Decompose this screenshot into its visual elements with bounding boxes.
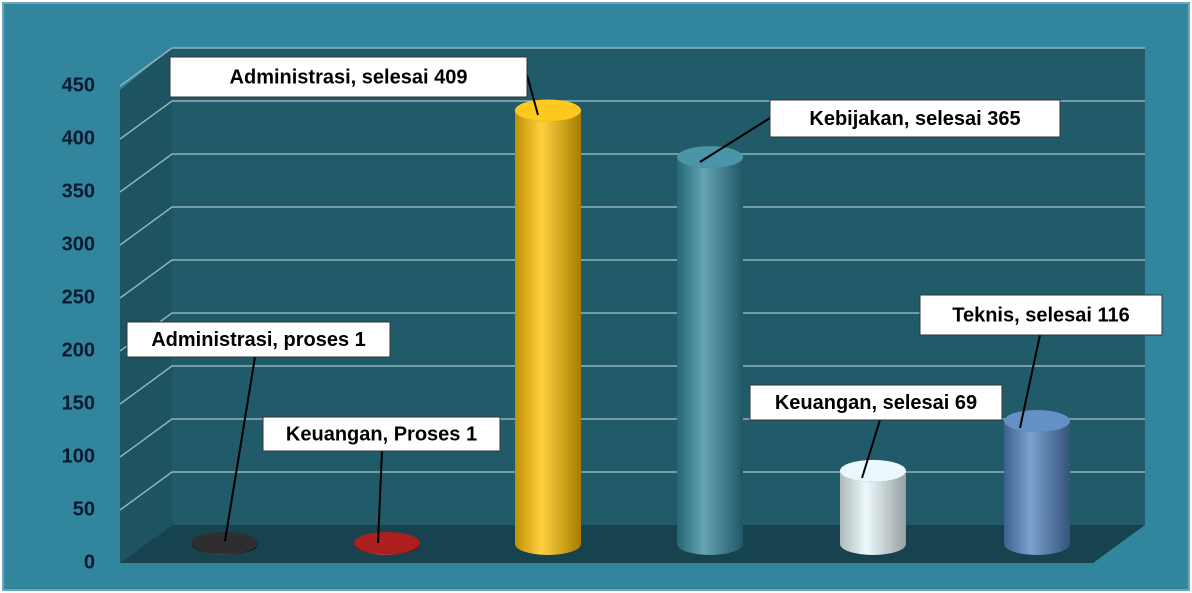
label-box xyxy=(749,384,1003,421)
cylinder-top xyxy=(1004,410,1070,433)
grid-line xyxy=(119,153,1145,193)
leader-line xyxy=(1019,334,1041,429)
labels: Administrasi, proses 1 Keuangan, Proses 1… xyxy=(126,56,1163,544)
data-label: Teknis, selesai 116 xyxy=(952,304,1130,326)
leader-line xyxy=(699,117,771,163)
data-label: Administrasi, proses 1 xyxy=(151,329,366,351)
data-label: Kebijakan, selesai 365 xyxy=(809,108,1020,130)
y-tick-label: 400 xyxy=(62,127,95,149)
y-tick-label: 150 xyxy=(62,392,95,414)
y-tick-label: 350 xyxy=(62,180,95,202)
y-tick-label: 250 xyxy=(62,286,95,308)
leader-line xyxy=(224,356,256,542)
y-tick-label: 200 xyxy=(62,339,95,361)
cylinder-top xyxy=(354,531,420,554)
y-tick-label: 100 xyxy=(62,445,95,467)
marks xyxy=(192,99,1070,556)
side-wall xyxy=(120,48,172,563)
y-tick-label: 0 xyxy=(84,551,95,573)
grid-line xyxy=(119,259,1145,299)
label-box xyxy=(769,99,1061,138)
grid: 0 50 100 150 200 250 300 350 400 450 xyxy=(62,47,1145,573)
data-label: Administrasi, selesai 409 xyxy=(230,66,468,88)
cylinder-top xyxy=(192,531,258,554)
cylinder xyxy=(677,157,743,555)
label-box xyxy=(262,416,501,452)
grid-line xyxy=(119,365,1145,405)
y-tick-label: 300 xyxy=(62,233,95,255)
cylinder-top xyxy=(677,146,743,169)
leader-line xyxy=(861,419,881,479)
data-label: Keuangan, selesai 69 xyxy=(775,392,977,414)
grid-line xyxy=(119,47,1145,87)
leader-line xyxy=(526,74,539,116)
y-tick-label: 450 xyxy=(62,74,95,96)
floor xyxy=(120,525,1145,563)
cylinder xyxy=(515,110,581,556)
label-box xyxy=(126,321,391,358)
y-tick-label: 50 xyxy=(73,498,95,520)
data-label: Keuangan, Proses 1 xyxy=(286,423,477,445)
label-box xyxy=(169,56,528,98)
label-box xyxy=(919,294,1163,336)
cylinder xyxy=(840,470,906,555)
grid-line xyxy=(119,471,1145,511)
cylinder-top xyxy=(515,99,581,122)
grid-line xyxy=(119,206,1145,246)
cylinder-top xyxy=(840,459,906,482)
cylinder xyxy=(1004,421,1070,555)
leader-line xyxy=(377,450,383,544)
